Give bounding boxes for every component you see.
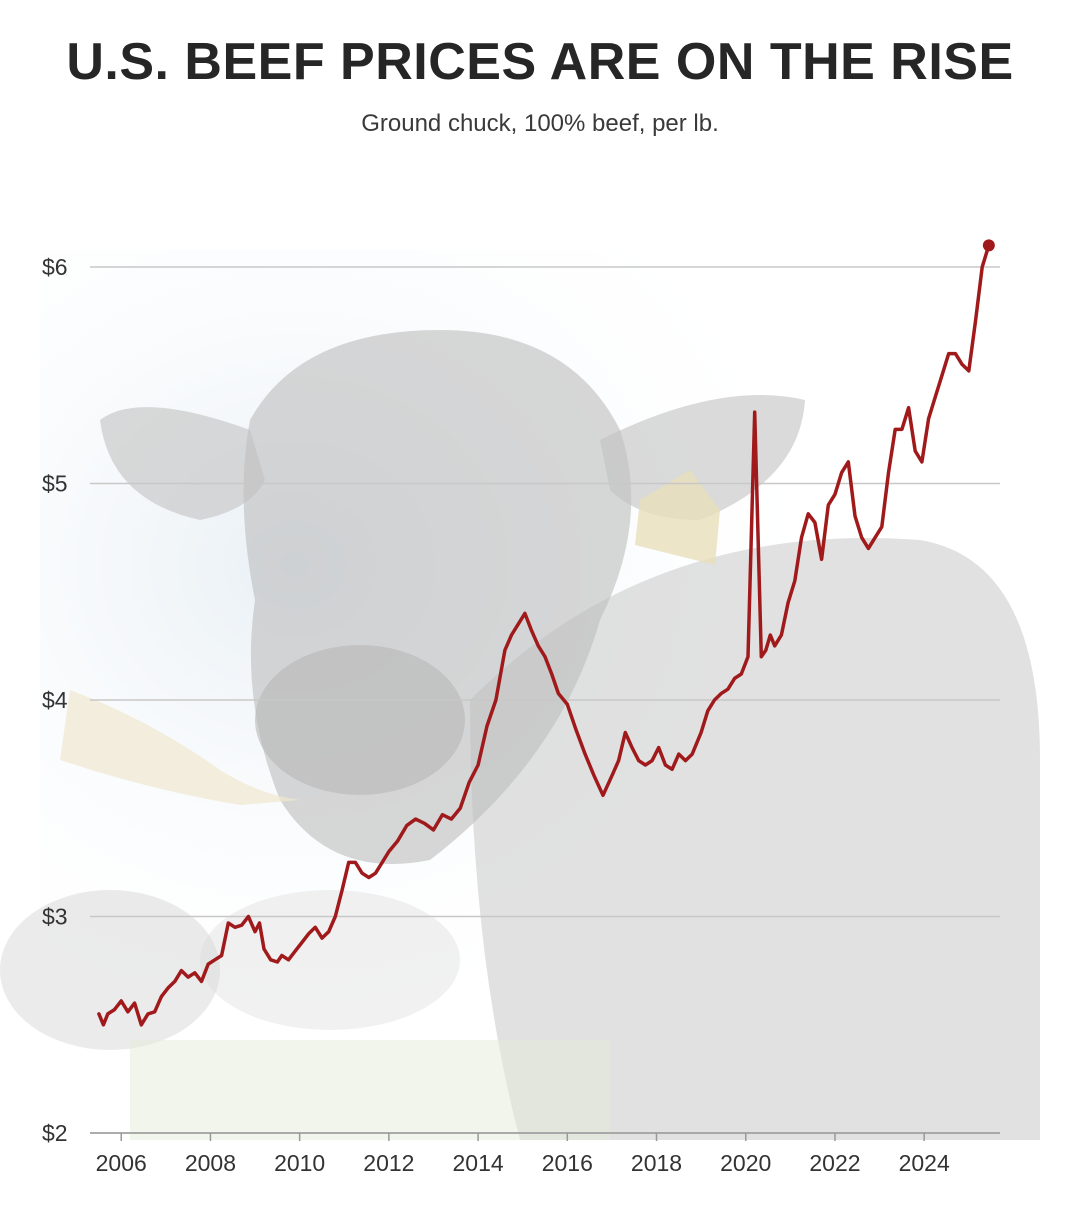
y-tick-label: $3 [42, 904, 68, 930]
x-tick-label: 2008 [185, 1150, 236, 1176]
x-axis: 2006 2008 2010 2012 2014 2016 2018 2020 2022 2024 [90, 1132, 1000, 1176]
series-layer [97, 239, 995, 1027]
y-axis: $2 $3 $4 $5 $6 [42, 254, 68, 1146]
price-line [97, 243, 991, 1027]
x-tick-label: 2016 [542, 1150, 593, 1176]
x-tick-label: 2012 [363, 1150, 414, 1176]
chart-subtitle: Ground chuck, 100% beef, per lb. [361, 110, 719, 137]
x-tick-label: 2006 [96, 1150, 147, 1176]
x-tick-label: 2020 [720, 1150, 771, 1176]
x-tick-label: 2010 [274, 1150, 325, 1176]
y-tick-label: $2 [42, 1120, 68, 1146]
x-tick-label: 2024 [899, 1150, 950, 1176]
x-tick-label: 2018 [631, 1150, 682, 1176]
y-tick-label: $6 [42, 254, 68, 280]
x-tick-label: 2014 [453, 1150, 504, 1176]
x-tick-label: 2022 [809, 1150, 860, 1176]
chart-title: U.S. BEEF PRICES ARE ON THE RISE [66, 33, 1014, 91]
y-tick-label: $5 [42, 471, 68, 497]
y-tick-label: $4 [42, 687, 68, 713]
latest-point-marker [982, 239, 995, 252]
